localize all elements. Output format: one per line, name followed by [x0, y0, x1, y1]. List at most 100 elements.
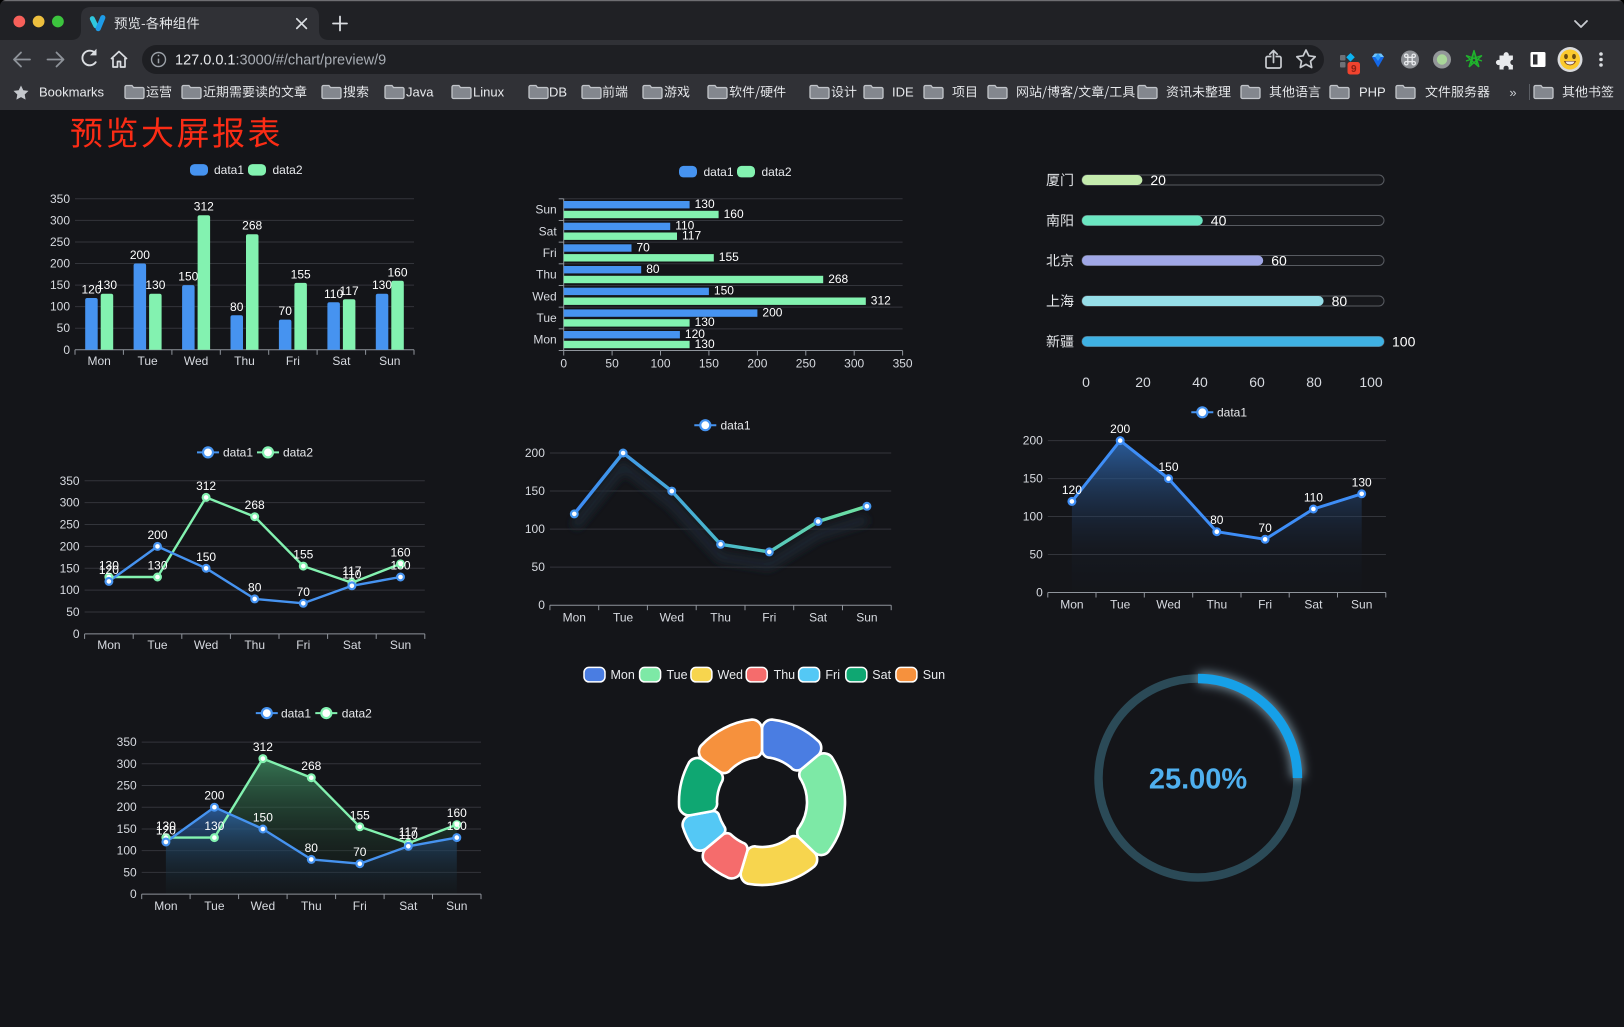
svg-text:110: 110 [675, 219, 694, 233]
svg-text:50: 50 [123, 865, 137, 879]
svg-text:200: 200 [1110, 422, 1130, 436]
svg-text:Sat: Sat [1304, 598, 1323, 612]
svg-text:Mon: Mon [97, 638, 120, 652]
svg-text:200: 200 [60, 539, 80, 553]
svg-text:130: 130 [97, 278, 117, 292]
svg-text:Thu: Thu [234, 354, 255, 368]
svg-text:100: 100 [1023, 510, 1043, 524]
svg-text:Wed: Wed [251, 899, 275, 913]
svg-text:200: 200 [747, 357, 767, 371]
svg-text:Sun: Sun [535, 203, 556, 217]
svg-text:70: 70 [637, 240, 651, 254]
svg-text:data1: data1 [1217, 406, 1247, 420]
svg-text:150: 150 [196, 550, 216, 564]
svg-text:Mon: Mon [611, 668, 635, 682]
svg-text:130: 130 [204, 819, 224, 833]
svg-text:80: 80 [646, 262, 660, 276]
svg-text:0: 0 [1036, 586, 1043, 600]
svg-text:Tue: Tue [536, 311, 557, 325]
svg-text:Mon: Mon [563, 611, 586, 625]
svg-text:Wed: Wed [532, 289, 556, 303]
svg-text:Wed: Wed [1156, 598, 1180, 612]
svg-text:110: 110 [342, 567, 361, 581]
svg-text:50: 50 [532, 560, 546, 574]
svg-text:Wed: Wed [194, 638, 218, 652]
svg-text:200: 200 [117, 800, 137, 814]
svg-text:Sat: Sat [872, 668, 891, 682]
svg-text:Fri: Fri [762, 611, 776, 625]
svg-text:350: 350 [50, 192, 70, 206]
svg-text:250: 250 [117, 779, 137, 793]
svg-text:150: 150 [60, 561, 80, 575]
svg-text:data1: data1 [704, 165, 734, 179]
svg-text:120: 120 [1062, 483, 1082, 497]
svg-text:80: 80 [305, 841, 319, 855]
svg-text:130: 130 [99, 559, 119, 573]
svg-text:Tue: Tue [147, 638, 168, 652]
svg-text:130: 130 [390, 559, 410, 573]
svg-text:130: 130 [156, 819, 176, 833]
svg-text:350: 350 [60, 474, 80, 488]
svg-text:117: 117 [399, 825, 418, 839]
svg-text:312: 312 [871, 294, 891, 308]
svg-text:Sat: Sat [539, 224, 558, 238]
svg-text:155: 155 [291, 267, 311, 281]
svg-text:»: » [1509, 85, 1516, 100]
svg-text:117: 117 [342, 564, 361, 578]
svg-text:130: 130 [695, 337, 715, 351]
svg-text:350: 350 [117, 735, 137, 749]
svg-text:100: 100 [1392, 334, 1416, 350]
svg-text:70: 70 [297, 585, 311, 599]
svg-text:200: 200 [204, 789, 224, 803]
svg-text:Thu: Thu [710, 611, 731, 625]
svg-text:Tue: Tue [1110, 598, 1131, 612]
svg-text:data1: data1 [214, 163, 244, 177]
svg-text:120: 120 [99, 563, 119, 577]
svg-text:data1: data1 [223, 446, 253, 460]
svg-text:300: 300 [844, 357, 864, 371]
svg-text:70: 70 [1258, 521, 1272, 535]
svg-text:Mon: Mon [1060, 598, 1083, 612]
svg-text:Fri: Fri [543, 246, 557, 260]
svg-text:100: 100 [1359, 374, 1383, 390]
svg-text:110: 110 [324, 287, 343, 301]
svg-text:117: 117 [340, 284, 359, 298]
svg-text:120: 120 [685, 327, 705, 341]
svg-text:40: 40 [1192, 374, 1208, 390]
svg-text:data2: data2 [273, 163, 303, 177]
svg-text:Thu: Thu [244, 638, 265, 652]
svg-text:150: 150 [50, 278, 70, 292]
svg-text:Sun: Sun [923, 668, 945, 682]
svg-text:300: 300 [50, 213, 70, 227]
svg-text:160: 160 [390, 545, 410, 559]
svg-text:250: 250 [796, 357, 816, 371]
svg-text:127.0.0.1:3000/#/chart/preview: 127.0.0.1:3000/#/chart/preview/9 [175, 53, 386, 69]
svg-text:160: 160 [387, 265, 407, 279]
svg-text:Tue: Tue [137, 354, 158, 368]
svg-text:100: 100 [60, 583, 80, 597]
svg-text:130: 130 [147, 559, 167, 573]
svg-text:120: 120 [81, 283, 101, 297]
svg-text:Mon: Mon [533, 333, 556, 347]
svg-text:100: 100 [650, 357, 670, 371]
svg-text:268: 268 [828, 272, 848, 286]
svg-text:Sun: Sun [379, 354, 400, 368]
svg-text:130: 130 [1352, 475, 1372, 489]
svg-text:Wed: Wed [184, 354, 208, 368]
svg-text:DB: DB [549, 85, 567, 100]
svg-text:Sat: Sat [399, 899, 418, 913]
svg-text:80: 80 [1210, 513, 1224, 527]
svg-text:155: 155 [719, 250, 739, 264]
svg-text:Wed: Wed [718, 668, 744, 682]
svg-text:60: 60 [1271, 253, 1287, 269]
svg-text:200: 200 [50, 257, 70, 271]
svg-text:150: 150 [178, 270, 198, 284]
svg-text:130: 130 [447, 819, 467, 833]
svg-text:data1: data1 [281, 706, 311, 720]
svg-text:Mon: Mon [88, 354, 111, 368]
svg-text:0: 0 [1082, 374, 1090, 390]
svg-text:PHP: PHP [1359, 85, 1386, 100]
svg-text:312: 312 [196, 479, 216, 493]
svg-text:150: 150 [1158, 460, 1178, 474]
svg-text:data2: data2 [762, 165, 792, 179]
